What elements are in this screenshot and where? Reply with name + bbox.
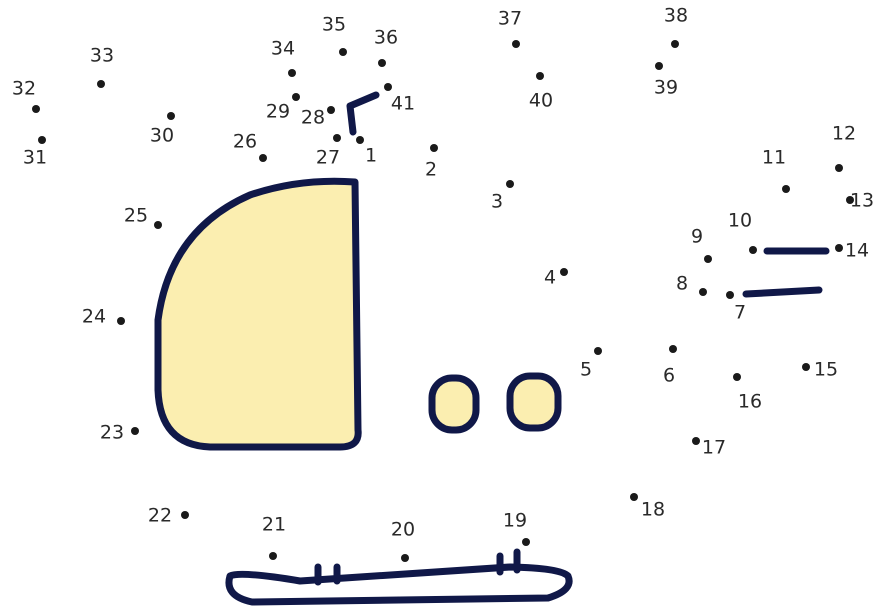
dot-to-dot-puzzle: 1234567891011121314151617181920212223242…: [0, 0, 889, 614]
dot: [356, 136, 364, 144]
dot: [333, 134, 341, 142]
dot: [117, 317, 125, 325]
dot: [560, 268, 568, 276]
dot: [97, 80, 105, 88]
dot-label: 19: [503, 510, 527, 532]
dot-label: 39: [654, 77, 678, 99]
dot: [38, 136, 46, 144]
dot: [269, 552, 277, 560]
dot: [339, 48, 347, 56]
dot-label: 24: [82, 306, 106, 328]
dot: [802, 363, 810, 371]
dot-label: 26: [233, 131, 257, 153]
dot-label: 3: [491, 191, 503, 213]
dot-label: 9: [691, 226, 703, 248]
dot: [704, 255, 712, 263]
dot-label: 29: [266, 101, 290, 123]
dot-label: 20: [391, 519, 415, 541]
dot-label: 8: [676, 273, 688, 295]
dot: [327, 106, 335, 114]
dot: [259, 154, 267, 162]
dot-label: 41: [391, 93, 415, 115]
rotor-hook: [350, 95, 376, 132]
dot-label: 15: [814, 359, 838, 381]
dot-label: 6: [663, 365, 675, 387]
dot-label: 35: [322, 14, 346, 36]
dot-label: 10: [728, 210, 752, 232]
dot: [401, 554, 409, 562]
dot: [167, 112, 175, 120]
dot: [630, 493, 638, 501]
dot-label: 27: [316, 147, 340, 169]
dot-label: 11: [762, 147, 786, 169]
dot-label: 1: [365, 145, 377, 167]
dot: [749, 246, 757, 254]
dot: [835, 164, 843, 172]
dot-label: 38: [664, 5, 688, 27]
dot-label: 30: [150, 125, 174, 147]
dot: [154, 221, 162, 229]
dot-label: 2: [425, 159, 437, 181]
dot: [522, 538, 530, 546]
dot: [669, 345, 677, 353]
dot-label: 31: [23, 147, 47, 169]
dot: [671, 40, 679, 48]
dot-label: 14: [845, 240, 869, 262]
dot: [733, 373, 741, 381]
dot: [699, 288, 707, 296]
window-shape: [158, 181, 358, 447]
dot: [594, 347, 602, 355]
dot-label: 22: [148, 505, 172, 527]
dot-label: 33: [90, 45, 114, 67]
dot: [536, 72, 544, 80]
round-window: [432, 378, 476, 430]
dot-label: 34: [271, 38, 295, 60]
dot: [655, 62, 663, 70]
dot-label: 28: [301, 107, 325, 129]
dot: [384, 83, 392, 91]
dot: [726, 291, 734, 299]
dot: [506, 180, 514, 188]
dot-label: 32: [12, 78, 36, 100]
dot-label: 17: [702, 437, 726, 459]
dot-label: 18: [641, 499, 665, 521]
dot-label: 4: [544, 267, 556, 289]
dot: [181, 511, 189, 519]
dot-label: 25: [124, 205, 148, 227]
dot-label: 21: [262, 514, 286, 536]
dot-label: 40: [529, 90, 553, 112]
dot: [32, 105, 40, 113]
dot: [512, 40, 520, 48]
dot-label: 37: [498, 8, 522, 30]
dot-label: 5: [580, 359, 592, 381]
round-window: [510, 376, 558, 428]
dot-label: 36: [374, 27, 398, 49]
dot: [782, 185, 790, 193]
dot: [430, 144, 438, 152]
dot-label: 13: [850, 190, 874, 212]
dot: [835, 244, 843, 252]
dot-label: 7: [734, 302, 746, 324]
dot: [288, 69, 296, 77]
dot: [131, 427, 139, 435]
tail-line: [746, 290, 819, 294]
dot-label: 16: [738, 391, 762, 413]
dot: [692, 437, 700, 445]
dot-label: 12: [832, 123, 856, 145]
dot: [378, 59, 386, 67]
dot: [292, 93, 300, 101]
dot-label: 23: [100, 422, 124, 444]
